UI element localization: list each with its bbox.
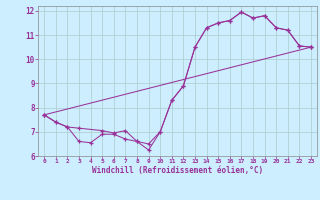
X-axis label: Windchill (Refroidissement éolien,°C): Windchill (Refroidissement éolien,°C) xyxy=(92,166,263,175)
